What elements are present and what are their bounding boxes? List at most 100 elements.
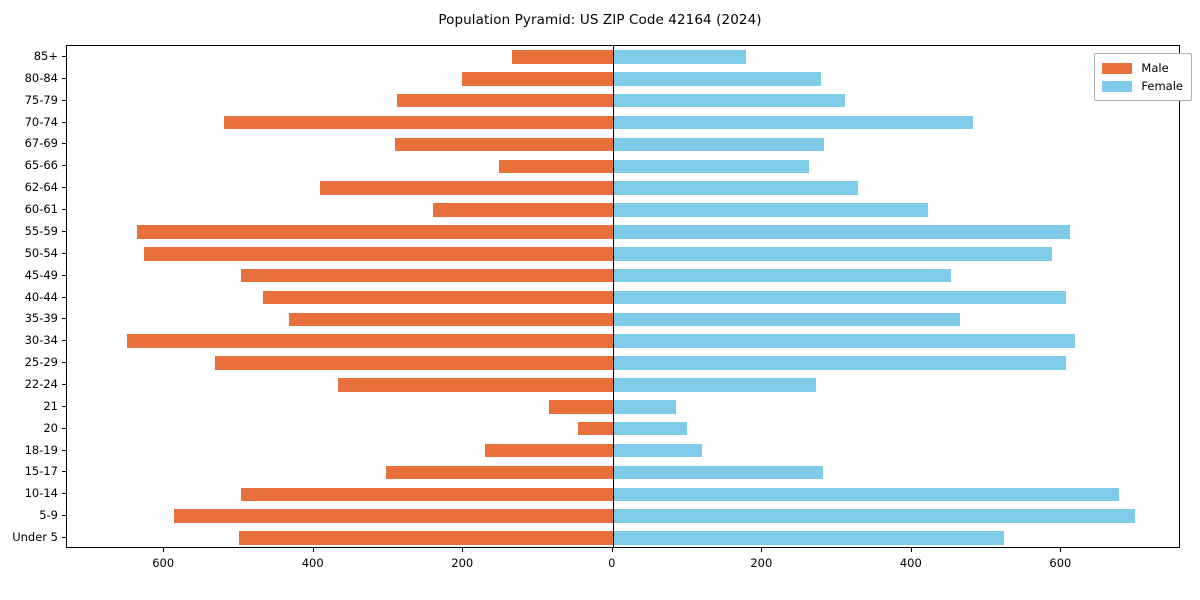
bar-female xyxy=(612,312,961,327)
bar-female xyxy=(612,487,1119,502)
bar-group xyxy=(67,203,1179,217)
bar-male xyxy=(499,159,613,174)
bar-female xyxy=(612,93,845,108)
x-axis-tick-mark xyxy=(1060,548,1062,552)
x-axis-tick-mark xyxy=(312,548,314,552)
y-axis-tick-label: 35-39 xyxy=(24,311,58,326)
bar-female xyxy=(612,181,858,195)
y-axis-tick-mark xyxy=(62,427,66,429)
bar-female xyxy=(612,443,702,458)
y-axis-tick-mark xyxy=(62,362,66,364)
y-axis-tick-mark xyxy=(62,449,66,451)
bar-male xyxy=(224,115,613,130)
bar-group xyxy=(67,159,1179,174)
bar-female xyxy=(612,203,929,217)
y-axis-tick-mark xyxy=(62,165,66,167)
bar-female xyxy=(612,246,1053,261)
y-axis-tick-label: 75-79 xyxy=(24,92,58,107)
y-axis-tick-label: 80-84 xyxy=(24,70,58,85)
x-axis-tick-mark xyxy=(611,548,613,552)
bar-male xyxy=(461,72,613,86)
bar-male xyxy=(137,225,613,239)
bar-group xyxy=(67,93,1179,108)
y-axis-tick-label: 18-19 xyxy=(24,442,58,457)
bar-female xyxy=(612,356,1066,370)
bar-male xyxy=(126,334,613,348)
bar-male xyxy=(173,509,613,523)
bar-male xyxy=(320,181,613,195)
bar-female xyxy=(612,290,1066,305)
bar-female xyxy=(612,72,821,86)
chart-legend: Male Female xyxy=(1094,53,1192,101)
bar-female xyxy=(612,531,1004,545)
x-axis-tick-label: 200 xyxy=(451,556,474,570)
bar-group xyxy=(67,50,1179,64)
bar-group xyxy=(67,421,1179,436)
bar-female xyxy=(612,421,687,436)
y-axis-tick-label: 70-74 xyxy=(24,114,58,129)
bar-group xyxy=(67,509,1179,523)
y-axis-tick-mark xyxy=(62,252,66,254)
zero-axis-line xyxy=(612,46,614,547)
y-axis-tick-label: 22-24 xyxy=(24,376,58,391)
bar-male xyxy=(215,356,613,370)
x-axis-tick-label: 200 xyxy=(750,556,773,570)
y-axis-tick-mark xyxy=(62,340,66,342)
legend-entry: Male xyxy=(1102,59,1183,77)
bar-male xyxy=(144,246,613,261)
bar-group xyxy=(67,115,1179,130)
bar-female xyxy=(612,225,1071,239)
bar-group xyxy=(67,400,1179,414)
y-axis-tick-label: 60-61 xyxy=(24,202,58,217)
bar-group xyxy=(67,290,1179,305)
bar-male xyxy=(396,93,613,108)
plot-axes xyxy=(66,45,1180,548)
x-axis-tick-label: 400 xyxy=(899,556,922,570)
bar-group xyxy=(67,246,1179,261)
bar-group xyxy=(67,312,1179,327)
y-axis-tick-mark xyxy=(62,55,66,57)
y-axis-tick-mark xyxy=(62,121,66,123)
bar-female xyxy=(612,400,677,414)
bar-female xyxy=(612,50,746,64)
bar-male xyxy=(395,137,613,152)
bar-group xyxy=(67,487,1179,502)
bar-male xyxy=(578,421,613,436)
bar-group xyxy=(67,181,1179,195)
bar-male xyxy=(262,290,613,305)
y-axis-tick-label: 67-69 xyxy=(24,136,58,151)
y-axis-tick-label: 15-17 xyxy=(24,464,58,479)
y-axis-tick-mark xyxy=(62,383,66,385)
y-axis-tick-mark xyxy=(62,143,66,145)
y-axis-tick-mark xyxy=(62,515,66,517)
bar-group xyxy=(67,443,1179,458)
y-axis-tick-label: Under 5 xyxy=(12,530,58,545)
x-axis-tick-mark xyxy=(910,548,912,552)
x-axis-tick-mark xyxy=(761,548,763,552)
x-axis-tick-label: 600 xyxy=(152,556,175,570)
y-axis-tick-mark xyxy=(62,209,66,211)
bar-female xyxy=(612,378,817,392)
bar-male xyxy=(549,400,613,414)
y-axis-tick-label: 21 xyxy=(43,398,58,413)
bar-group xyxy=(67,137,1179,152)
bar-male xyxy=(241,487,613,502)
y-axis-tick-mark xyxy=(62,99,66,101)
legend-color-swatch xyxy=(1102,62,1133,74)
y-axis-tick-mark xyxy=(62,230,66,232)
bar-male xyxy=(511,50,613,64)
bar-group xyxy=(67,356,1179,370)
bar-female xyxy=(612,465,823,480)
y-axis-tick-label: 50-54 xyxy=(24,245,58,260)
bar-male xyxy=(289,312,613,327)
y-axis-tick-label: 10-14 xyxy=(24,486,58,501)
y-axis-tick-label: 85+ xyxy=(33,48,58,63)
bar-male xyxy=(433,203,613,217)
legend-label: Male xyxy=(1141,61,1169,75)
bar-group xyxy=(67,225,1179,239)
x-axis-tick-mark xyxy=(462,548,464,552)
bar-male xyxy=(484,443,613,458)
x-axis-tick-label: 400 xyxy=(301,556,324,570)
y-axis-tick-mark xyxy=(62,537,66,539)
